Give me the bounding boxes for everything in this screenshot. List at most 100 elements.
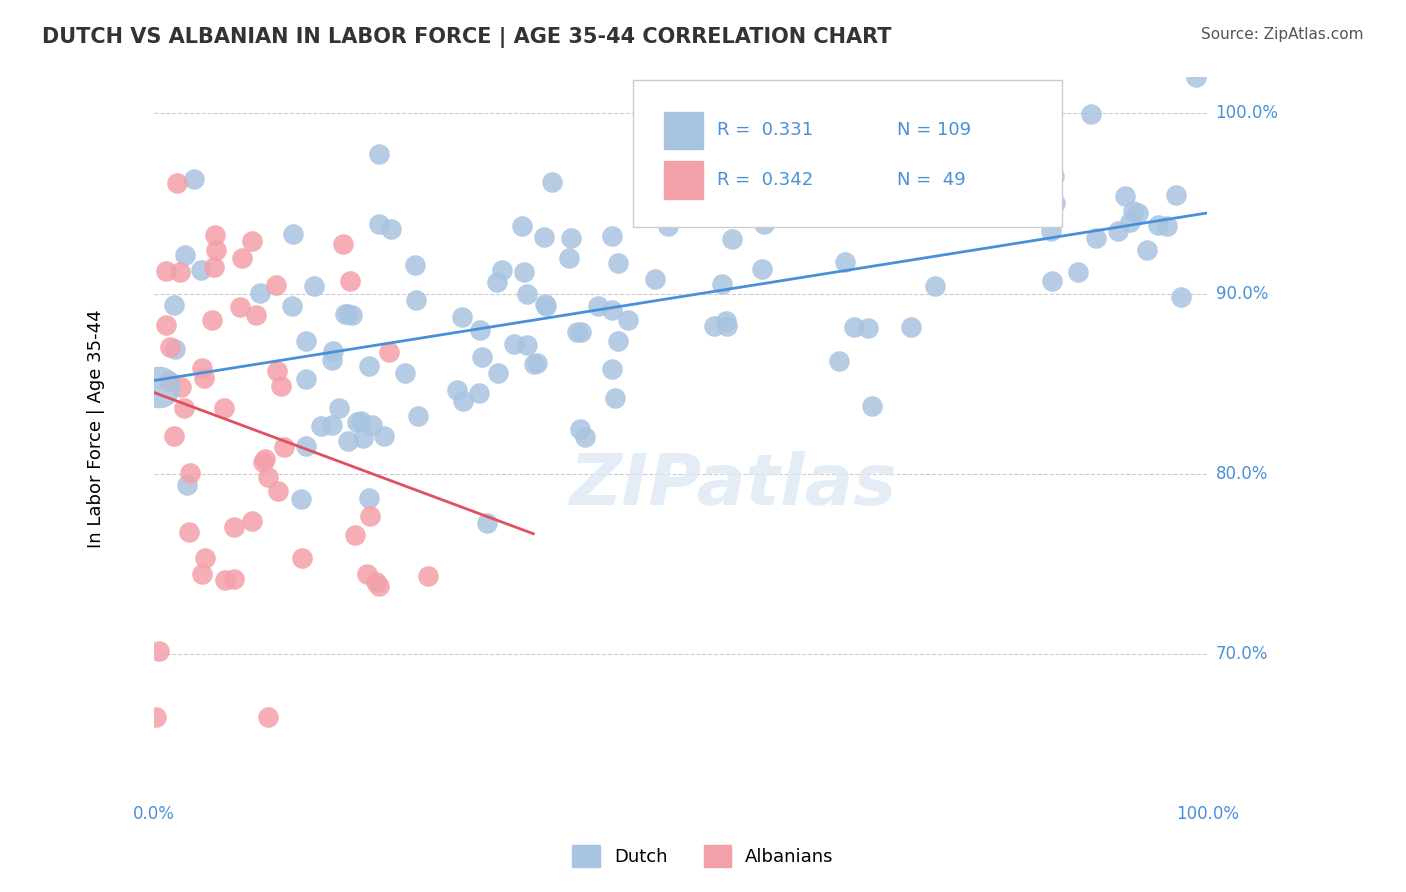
- Point: [302, 279, 325, 293]
- Point: [155, 318, 177, 332]
- Point: [1067, 265, 1090, 279]
- Point: [240, 234, 263, 248]
- Point: [616, 313, 638, 327]
- Point: [558, 252, 581, 266]
- Text: 0.0%: 0.0%: [134, 805, 176, 823]
- Point: [475, 516, 498, 530]
- Point: [222, 573, 245, 587]
- Text: R =  0.342: R = 0.342: [717, 171, 813, 189]
- Point: [322, 343, 344, 358]
- Text: 100.0%: 100.0%: [1216, 104, 1278, 122]
- Point: [534, 297, 557, 311]
- Point: [586, 299, 609, 313]
- Point: [280, 299, 302, 313]
- Point: [202, 260, 225, 274]
- Point: [336, 434, 359, 448]
- Point: [721, 232, 744, 246]
- Point: [1040, 184, 1063, 198]
- Text: 100.0%: 100.0%: [1175, 805, 1239, 823]
- Point: [1185, 70, 1208, 85]
- Text: DUTCH VS ALBANIAN IN LABOR FORCE | AGE 35-44 CORRELATION CHART: DUTCH VS ALBANIAN IN LABOR FORCE | AGE 3…: [42, 27, 891, 48]
- Point: [166, 176, 188, 190]
- Point: [148, 643, 170, 657]
- Point: [510, 219, 533, 234]
- Point: [270, 379, 292, 393]
- Point: [356, 567, 378, 582]
- Point: [183, 172, 205, 186]
- Text: N =  49: N = 49: [897, 171, 966, 189]
- Point: [1135, 243, 1157, 257]
- Point: [179, 466, 201, 480]
- Point: [516, 338, 538, 352]
- Point: [350, 414, 373, 428]
- Point: [1118, 215, 1140, 229]
- Point: [607, 334, 630, 349]
- Text: R =  0.331: R = 0.331: [717, 121, 813, 139]
- Point: [900, 320, 922, 334]
- Point: [295, 372, 318, 386]
- Point: [569, 325, 592, 339]
- Point: [600, 303, 623, 318]
- Point: [295, 334, 318, 348]
- Point: [1043, 169, 1066, 184]
- Point: [471, 350, 494, 364]
- Point: [159, 340, 181, 354]
- Point: [290, 492, 312, 507]
- Point: [194, 550, 217, 565]
- Point: [257, 710, 280, 724]
- Point: [607, 256, 630, 270]
- Point: [416, 569, 439, 583]
- Point: [565, 326, 588, 340]
- Point: [468, 323, 491, 337]
- Point: [486, 366, 509, 380]
- Point: [252, 455, 274, 469]
- Point: [752, 218, 775, 232]
- Point: [163, 429, 186, 443]
- Text: 80.0%: 80.0%: [1216, 465, 1268, 483]
- Point: [491, 262, 513, 277]
- Point: [240, 514, 263, 528]
- Point: [451, 310, 474, 325]
- Point: [1107, 224, 1129, 238]
- Point: [231, 251, 253, 265]
- Point: [267, 484, 290, 499]
- Point: [253, 452, 276, 467]
- Point: [155, 264, 177, 278]
- Point: [503, 337, 526, 351]
- Point: [486, 275, 509, 289]
- Point: [245, 308, 267, 322]
- Point: [352, 431, 374, 445]
- Point: [703, 318, 725, 333]
- Point: [526, 355, 548, 369]
- Point: [368, 579, 391, 593]
- Point: [229, 300, 252, 314]
- Point: [359, 508, 381, 523]
- Point: [541, 176, 564, 190]
- Point: [523, 357, 546, 371]
- Point: [759, 138, 782, 153]
- Point: [378, 344, 401, 359]
- Point: [1084, 230, 1107, 244]
- Point: [328, 401, 350, 415]
- Point: [600, 361, 623, 376]
- Point: [1114, 189, 1136, 203]
- Point: [468, 385, 491, 400]
- Point: [860, 399, 883, 413]
- Text: In Labor Force | Age 35-44: In Labor Force | Age 35-44: [87, 310, 105, 549]
- Point: [451, 393, 474, 408]
- Point: [714, 314, 737, 328]
- Point: [224, 520, 246, 534]
- Point: [405, 293, 427, 307]
- Point: [404, 258, 426, 272]
- Point: [710, 277, 733, 292]
- Point: [321, 352, 343, 367]
- Point: [173, 401, 195, 415]
- Point: [533, 230, 555, 244]
- Point: [1045, 196, 1067, 211]
- Point: [169, 379, 191, 393]
- Point: [333, 307, 356, 321]
- Point: [716, 319, 738, 334]
- Point: [1147, 219, 1170, 233]
- Point: [291, 551, 314, 566]
- Text: Source: ZipAtlas.com: Source: ZipAtlas.com: [1201, 27, 1364, 42]
